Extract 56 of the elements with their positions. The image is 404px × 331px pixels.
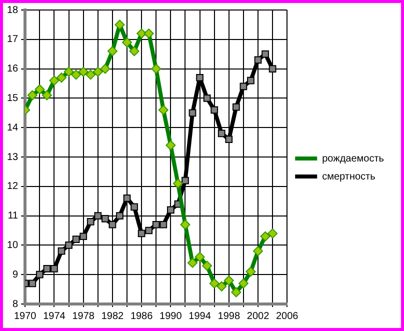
- point: [130, 203, 138, 211]
- point: [196, 74, 204, 82]
- legend-label: смертность: [322, 171, 376, 182]
- point: [262, 50, 269, 58]
- point: [166, 206, 174, 214]
- y-tick-label: 13: [7, 152, 19, 163]
- point: [86, 218, 94, 226]
- point: [240, 82, 248, 90]
- point: [182, 176, 189, 184]
- legend-label: рождаемость: [322, 153, 384, 164]
- point: [50, 265, 58, 272]
- point: [65, 242, 72, 249]
- point: [232, 103, 240, 111]
- y-tick-label: 9: [12, 269, 19, 280]
- y-tick-label: 16: [7, 64, 19, 75]
- point: [268, 65, 276, 72]
- point: [218, 130, 226, 138]
- y-tick-label: 11: [8, 210, 19, 222]
- point: [138, 230, 146, 238]
- x-tick-label: 2006: [276, 310, 299, 322]
- point: [94, 212, 102, 220]
- point: [116, 212, 124, 220]
- point: [188, 109, 196, 117]
- point: [160, 220, 168, 228]
- point: [36, 270, 44, 278]
- point: [225, 136, 233, 144]
- y-tick-label: 10: [7, 240, 19, 251]
- y-tick-label: 14: [7, 122, 19, 134]
- point: [108, 220, 116, 228]
- point: [28, 280, 36, 288]
- y-tick-label: 8: [12, 298, 19, 310]
- point: [152, 220, 160, 228]
- y-tick-label: 12: [7, 181, 19, 192]
- point: [43, 265, 51, 272]
- x-tick-label: 1998: [218, 310, 240, 322]
- point: [210, 106, 218, 114]
- point: [72, 236, 80, 243]
- point: [58, 247, 66, 255]
- point: [203, 94, 211, 102]
- y-tick-label: 17: [7, 34, 19, 46]
- y-tick-label: 18: [7, 4, 19, 16]
- x-tick-label: 2002: [246, 310, 270, 322]
- point: [247, 76, 254, 84]
- x-tick-label: 1974: [43, 310, 66, 322]
- x-tick-label: 1982: [101, 310, 124, 322]
- point: [145, 226, 153, 234]
- x-tick-label: 1994: [188, 310, 212, 322]
- x-tick-label: 1970: [14, 310, 37, 322]
- x-tick-label: 1986: [130, 310, 154, 322]
- x-tick-label: 1990: [160, 310, 182, 322]
- y-tick-label: 15: [7, 92, 19, 104]
- x-tick-label: 1978: [72, 310, 95, 322]
- point: [101, 215, 109, 222]
- point: [80, 232, 88, 240]
- point: [123, 194, 131, 202]
- point: [254, 56, 262, 64]
